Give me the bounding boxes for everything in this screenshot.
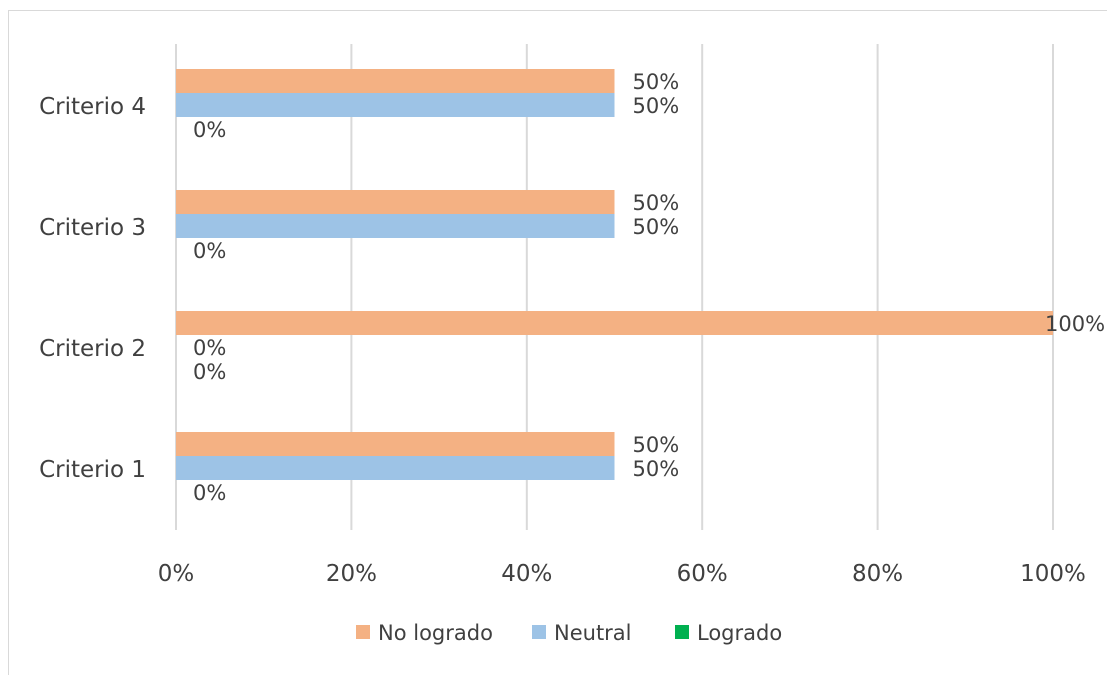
data-label: 50%	[633, 70, 680, 94]
data-label: 50%	[633, 457, 680, 481]
data-label: 50%	[633, 215, 680, 239]
data-label: 0%	[193, 336, 226, 360]
category-label: Criterio 1	[39, 457, 146, 483]
bar-no-logrado	[176, 190, 615, 214]
data-label: 0%	[193, 360, 226, 384]
bar-neutral	[176, 93, 615, 117]
data-label: 0%	[193, 118, 226, 142]
data-label: 100%	[1045, 312, 1105, 336]
x-tick-label: 60%	[677, 561, 728, 587]
legend-label: No logrado	[378, 621, 493, 645]
bar-no-logrado	[176, 311, 1053, 335]
legend-swatch	[675, 625, 689, 639]
chart-frame	[8, 10, 1107, 675]
data-label: 50%	[633, 433, 680, 457]
bar-no-logrado	[176, 69, 615, 93]
x-tick-label: 20%	[326, 561, 377, 587]
category-label: Criterio 4	[39, 94, 146, 120]
category-label: Criterio 2	[39, 336, 146, 362]
legend-swatch	[356, 625, 370, 639]
bar-neutral	[176, 456, 615, 480]
legend-label: Logrado	[697, 621, 782, 645]
data-label: 0%	[193, 239, 226, 263]
category-label: Criterio 3	[39, 215, 146, 241]
x-tick-label: 40%	[501, 561, 552, 587]
bar-neutral	[176, 214, 615, 238]
data-label: 50%	[633, 94, 680, 118]
x-tick-label: 100%	[1020, 561, 1086, 587]
data-label: 50%	[633, 191, 680, 215]
data-label: 0%	[193, 481, 226, 505]
legend-label: Neutral	[554, 621, 632, 645]
bar-no-logrado	[176, 432, 615, 456]
legend-swatch	[532, 625, 546, 639]
x-tick-label: 80%	[852, 561, 903, 587]
x-tick-label: 0%	[158, 561, 195, 587]
